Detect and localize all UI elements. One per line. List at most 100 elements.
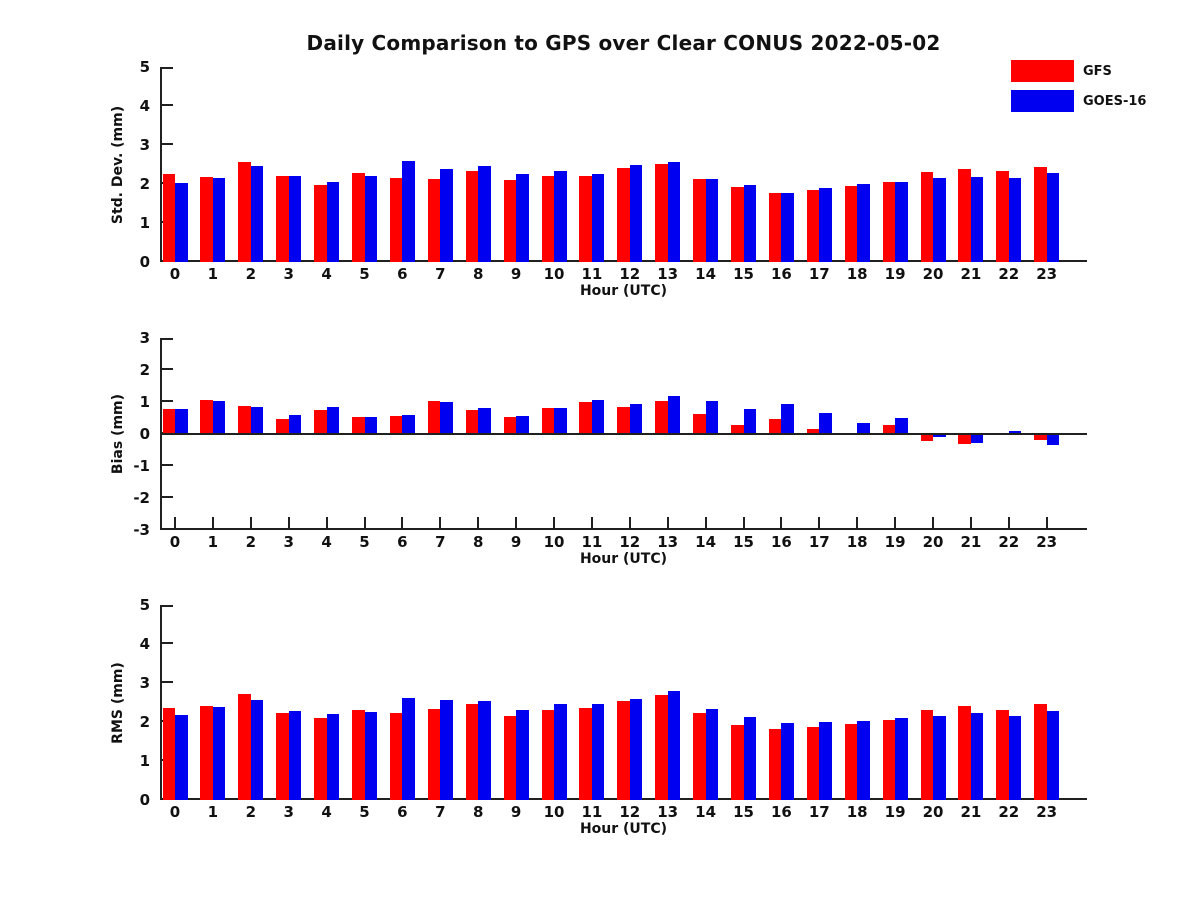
bar-gfs-hour-15 — [731, 186, 744, 262]
x-tick-label: 14 — [695, 803, 717, 821]
bar-gfs-hour-11 — [579, 707, 592, 800]
bar-gfs-hour-9 — [503, 416, 517, 434]
x-tick-label: 7 — [435, 265, 446, 283]
bar-goes16-hour-5 — [364, 417, 377, 434]
bar-gfs-hour-20 — [920, 172, 933, 262]
y-tick-label: 2 — [139, 175, 150, 193]
x-tick-label: 16 — [770, 533, 792, 551]
y-tick — [162, 143, 173, 145]
x-tick-label: 10 — [543, 803, 565, 821]
x-tick — [401, 517, 404, 528]
x-tick-label: 3 — [283, 533, 294, 551]
bar-goes16-hour-21 — [970, 176, 984, 262]
x-tick-label: 2 — [245, 265, 257, 283]
bar-goes16-hour-9 — [516, 415, 529, 434]
bar-gfs-hour-22 — [996, 171, 1009, 262]
bar-goes16-hour-2 — [250, 699, 264, 800]
x-tick-label: 10 — [543, 533, 565, 551]
bar-gfs-hour-6 — [389, 415, 403, 434]
legend-item-goes16: GOES-16 — [1011, 90, 1146, 112]
bar-gfs-hour-8 — [465, 704, 479, 800]
bar-goes16-hour-5 — [364, 712, 377, 800]
x-tick — [666, 517, 669, 528]
goes16-color-swatch — [1011, 90, 1074, 112]
x-tick-label: 11 — [581, 803, 603, 821]
x-tick-label: 20 — [922, 265, 944, 283]
x-tick-label: 21 — [960, 533, 982, 551]
x-tick-label: 1 — [207, 803, 219, 821]
x-tick-label: 6 — [397, 265, 408, 283]
bar-gfs-hour-20 — [920, 709, 933, 800]
y-tick-label: 2 — [139, 713, 150, 731]
bar-goes16-hour-11 — [591, 399, 605, 434]
bar-goes16-hour-22 — [1008, 431, 1022, 434]
x-axis-label: Hour (UTC) — [579, 821, 668, 837]
x-tick-label: 14 — [695, 265, 717, 283]
y-tick-label: 1 — [139, 214, 150, 232]
bar-goes16-hour-22 — [1008, 178, 1022, 262]
bar-gfs-hour-8 — [465, 409, 479, 434]
bar-gfs-hour-11 — [579, 176, 592, 262]
x-tick-label: 22 — [998, 533, 1020, 551]
x-tick-label: 5 — [359, 265, 370, 283]
bar-gfs-hour-17 — [806, 189, 820, 262]
y-tick-label: -2 — [133, 489, 150, 507]
x-tick-label: 13 — [657, 265, 679, 283]
legend: GFS GOES-16 — [1011, 60, 1146, 120]
legend-label-gfs: GFS — [1083, 63, 1112, 79]
bar-gfs-hour-18 — [844, 185, 858, 262]
bar-goes16-hour-3 — [288, 415, 302, 434]
y-tick — [162, 681, 173, 683]
x-tick — [1007, 517, 1010, 528]
x-tick-label: 17 — [808, 265, 830, 283]
x-tick-label: 10 — [543, 265, 565, 283]
bar-gfs-hour-15 — [731, 724, 744, 800]
x-tick-label: 15 — [733, 803, 754, 821]
bar-goes16-hour-10 — [554, 407, 567, 434]
bar-gfs-hour-17 — [806, 428, 820, 434]
zero-line — [160, 433, 1087, 435]
x-tick-label: 9 — [510, 265, 522, 283]
x-tick-label: 21 — [960, 803, 982, 821]
bar-gfs-hour-7 — [427, 179, 441, 262]
x-tick — [932, 517, 934, 528]
y-tick — [162, 368, 173, 370]
bar-gfs-hour-21 — [958, 705, 971, 800]
bar-goes16-hour-1 — [212, 707, 226, 800]
x-tick-label: 8 — [472, 265, 484, 283]
x-tick-label: 5 — [359, 803, 370, 821]
x-tick-label: 13 — [657, 533, 679, 551]
x-axis-label: Hour (UTC) — [579, 283, 668, 299]
bar-gfs-hour-13 — [655, 163, 668, 262]
bar-gfs-hour-20 — [920, 434, 933, 442]
x-axis-label: Hour (UTC) — [579, 551, 668, 567]
y-tick-label: 5 — [139, 596, 150, 614]
bar-goes16-hour-20 — [933, 434, 946, 438]
bar-gfs-hour-4 — [314, 410, 327, 434]
y-tick-label: 0 — [139, 791, 150, 809]
x-tick — [590, 517, 593, 528]
subplot-rms: 0 1 2 3 4 5 0 1 2 3 4 5 6 7 8 9 10 11 12 13 14 15 16 17 18 19 20 21… — [110, 596, 1087, 837]
x-tick-label: 19 — [884, 803, 906, 821]
bar-gfs-hour-3 — [276, 176, 289, 262]
x-tick — [515, 517, 518, 528]
bar-goes16-hour-3 — [288, 710, 302, 800]
x-tick-label: 15 — [733, 533, 754, 551]
bar-gfs-hour-10 — [541, 709, 554, 800]
x-tick-label: 19 — [884, 533, 906, 551]
x-tick — [553, 517, 555, 528]
x-tick — [211, 517, 214, 528]
bar-goes16-hour-17 — [819, 722, 832, 800]
bar-goes16-hour-17 — [819, 187, 832, 262]
bar-gfs-hour-12 — [617, 167, 630, 262]
bar-goes16-hour-11 — [591, 174, 605, 262]
x-tick-label: 3 — [283, 265, 294, 283]
x-tick-label: 6 — [397, 803, 408, 821]
bar-goes16-hour-6 — [402, 161, 415, 262]
bar-goes16-hour-13 — [667, 396, 681, 434]
bar-goes16-hour-13 — [667, 690, 681, 800]
bar-goes16-hour-12 — [629, 403, 643, 434]
bar-goes16-hour-16 — [781, 723, 794, 800]
bar-goes16-hour-4 — [326, 182, 340, 262]
bar-goes16-hour-10 — [554, 171, 567, 262]
